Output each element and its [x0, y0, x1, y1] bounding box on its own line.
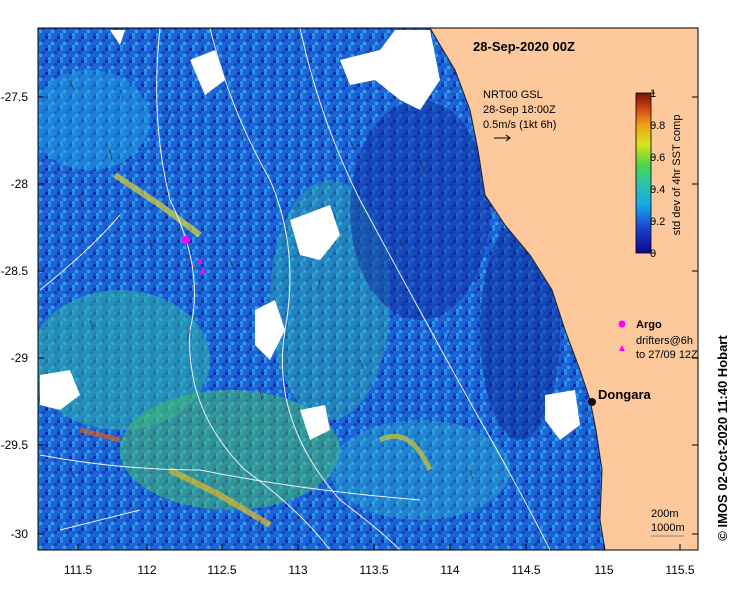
dark-patch [350, 100, 490, 320]
y-tick-label: -29 [11, 351, 29, 365]
x-tick-label: 111.5 [64, 563, 93, 577]
y-tick-label: -29.5 [1, 438, 29, 452]
x-tick-label: 113.5 [359, 563, 388, 577]
x-tick-label: 113 [288, 563, 307, 577]
argo-legend-icon [619, 321, 626, 328]
y-tick-label: -30 [11, 527, 29, 541]
contour-label-1000: 1000m [651, 522, 685, 534]
y-tick-label: -27.5 [1, 90, 29, 104]
place-label: Dongara [598, 387, 652, 402]
colorbar-tick-label: 1 [650, 88, 656, 100]
colorbar-tick-label: 0 [650, 248, 656, 260]
x-tick-label: 112 [137, 563, 156, 577]
cyan-patch [30, 70, 150, 170]
argo-float-marker [182, 236, 190, 244]
map-title: 28-Sep-2020 00Z [473, 39, 575, 54]
product-line: NRT00 GSL [483, 89, 543, 101]
x-tick-label: 114.5 [511, 563, 540, 577]
product-line: 0.5m/s (1kt 6h) [483, 119, 556, 131]
credit-text: © IMOS 02-Oct-2020 11:40 Hobart [715, 335, 730, 541]
product-line: 28-Sep 18:00Z [483, 104, 556, 116]
map-panel [30, 28, 698, 550]
drifter-legend-line: to 27/09 12Z [636, 349, 698, 361]
colorbar-tick-label: 0.4 [650, 184, 665, 196]
contour-label-200: 200m [651, 508, 679, 520]
y-tick-label: -28 [11, 177, 29, 191]
colorbar-ramp [636, 93, 651, 253]
colorbar-tick-label: 0.2 [650, 216, 665, 228]
drifter-legend-line: drifters@6h [636, 335, 693, 347]
x-tick-label: 112.5 [207, 563, 236, 577]
colorbar-tick-label: 0.6 [650, 152, 665, 164]
x-tick-label: 114 [440, 563, 459, 577]
x-tick-label: 115.5 [665, 563, 694, 577]
y-tick-label: -28.5 [1, 264, 29, 278]
colorbar-tick-label: 0.8 [650, 120, 665, 132]
cyan-patch [330, 420, 510, 520]
colorbar-title: std dev of 4hr SST comp [671, 115, 683, 236]
dongara-marker [588, 398, 596, 406]
argo-legend-label: Argo [636, 319, 662, 331]
x-tick-label: 115 [594, 563, 613, 577]
